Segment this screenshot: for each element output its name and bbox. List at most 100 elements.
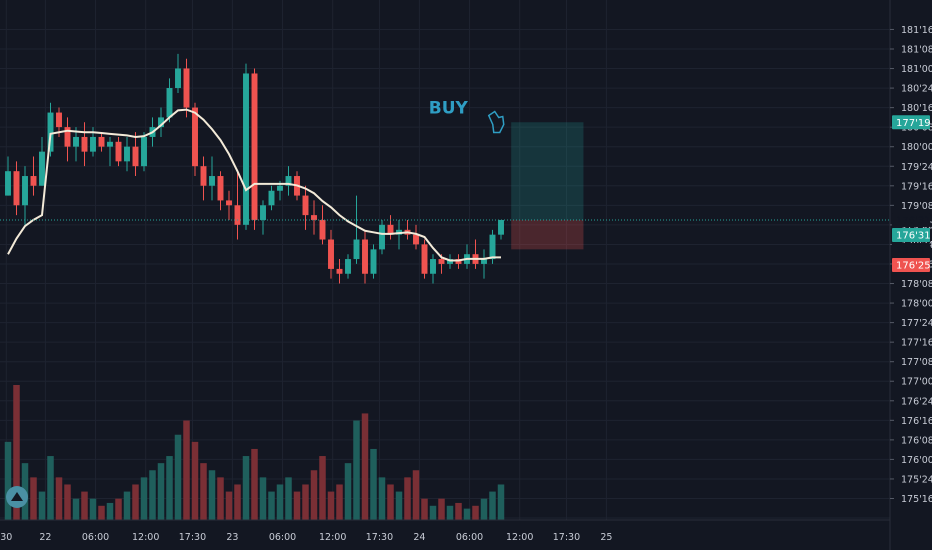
candle-body <box>455 259 462 264</box>
candle-body <box>481 259 487 264</box>
candle <box>302 185 309 230</box>
candle <box>192 102 198 177</box>
volume-bar <box>302 484 309 520</box>
volume-bar <box>217 477 224 520</box>
candle <box>430 254 436 284</box>
volume-bar <box>472 505 479 520</box>
time-tick-label: 12:00 <box>319 532 346 543</box>
candle-body <box>447 259 453 264</box>
candle <box>413 224 419 250</box>
candle <box>387 215 394 240</box>
price-tick-label: 180'24 <box>901 84 932 95</box>
price-tick-label: 176'24 <box>901 396 932 407</box>
volume-bar <box>200 463 207 520</box>
candle-body <box>489 234 496 260</box>
long-position-tool[interactable] <box>511 122 584 250</box>
volume-bar <box>47 456 54 520</box>
volume-bar <box>327 491 335 520</box>
volume-bar <box>285 477 292 520</box>
chart-grid <box>0 0 890 520</box>
price-tick-label: 177'24 <box>901 318 932 329</box>
price-tick-label: 177'00 <box>901 377 932 388</box>
candle-body <box>353 239 360 260</box>
candle-body <box>379 224 385 250</box>
buy-annotation[interactable]: BUY <box>429 98 505 134</box>
time-tick-label: 30 <box>0 532 12 543</box>
volume-bar <box>480 498 488 520</box>
volume-bar <box>497 484 505 520</box>
candle-body <box>260 205 266 220</box>
hand-cursor-icon <box>487 110 505 134</box>
volume-bar <box>183 420 190 520</box>
candle <box>319 205 326 245</box>
candle-body <box>226 200 232 206</box>
candle-body <box>209 176 215 186</box>
candle-body <box>64 127 71 147</box>
volume-bar <box>81 491 88 520</box>
candle <box>166 78 173 123</box>
volume-bar <box>429 505 437 520</box>
candle-body <box>166 88 173 118</box>
volume-bar <box>115 498 122 520</box>
volume-bar <box>336 484 343 520</box>
candle-body <box>217 176 224 201</box>
buy-label[interactable]: BUY <box>429 98 469 118</box>
volume-bar <box>293 491 301 520</box>
candle <box>81 122 88 167</box>
time-tick-label: 12:00 <box>132 532 159 543</box>
candle-body <box>268 190 275 206</box>
candle <box>268 185 275 211</box>
candle-body <box>5 171 11 196</box>
candle <box>421 239 428 279</box>
candle-body <box>319 219 326 240</box>
candle-body <box>362 239 368 274</box>
candle-body <box>192 107 198 167</box>
volume-bar <box>268 491 275 520</box>
volume-bar <box>251 448 258 520</box>
candle <box>234 171 241 240</box>
candle <box>30 156 37 196</box>
candle-body <box>39 151 45 186</box>
candle <box>141 132 147 172</box>
volume-bar <box>387 484 394 520</box>
candle <box>217 171 224 211</box>
candle-body <box>200 166 207 186</box>
candle <box>251 68 258 230</box>
price-tick-label: 176'00 <box>901 455 932 466</box>
position-target-zone[interactable] <box>511 122 584 220</box>
volume-bar <box>89 498 97 520</box>
time-axis[interactable]: 30 22 06:00 12:00 17:30 23 06:00 12:00 17:30 24 06… <box>0 519 890 543</box>
candle-body <box>73 136 79 147</box>
price-tick-label: 179'08 <box>901 201 932 212</box>
time-tick-label: 06:00 <box>269 532 296 543</box>
price-badge-label: 177'19 <box>896 118 931 129</box>
price-badge <box>892 227 930 242</box>
volume-bar <box>404 477 411 520</box>
volume-bar <box>344 463 352 520</box>
position-stop-zone[interactable] <box>511 219 584 250</box>
volume-bar <box>132 484 139 520</box>
candle <box>64 117 71 162</box>
volume-bar <box>242 456 250 520</box>
candle-body <box>302 195 309 216</box>
candle-body <box>183 68 190 108</box>
candle <box>362 229 368 284</box>
candle <box>353 195 360 264</box>
price-tick-label: 180'16 <box>901 103 932 114</box>
volume-bar <box>55 477 63 520</box>
logo-mark <box>11 492 23 501</box>
price-badge <box>892 115 930 130</box>
candle-body <box>13 171 20 206</box>
volume-bar <box>208 470 216 520</box>
volume-bar <box>463 508 471 520</box>
price-badge-label: 13:05 <box>896 245 925 256</box>
volume-bar <box>30 477 37 520</box>
price-tick-label: 178'00 <box>901 299 932 310</box>
candle <box>200 156 207 201</box>
candle <box>226 190 232 220</box>
candle-body <box>421 244 428 274</box>
candle <box>5 156 11 196</box>
candle-body <box>251 73 258 220</box>
volume-bar <box>166 456 173 520</box>
